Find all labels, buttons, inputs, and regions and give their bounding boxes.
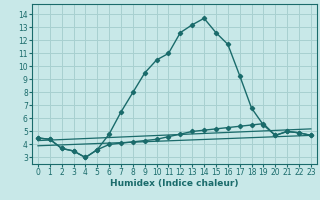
X-axis label: Humidex (Indice chaleur): Humidex (Indice chaleur) xyxy=(110,179,239,188)
